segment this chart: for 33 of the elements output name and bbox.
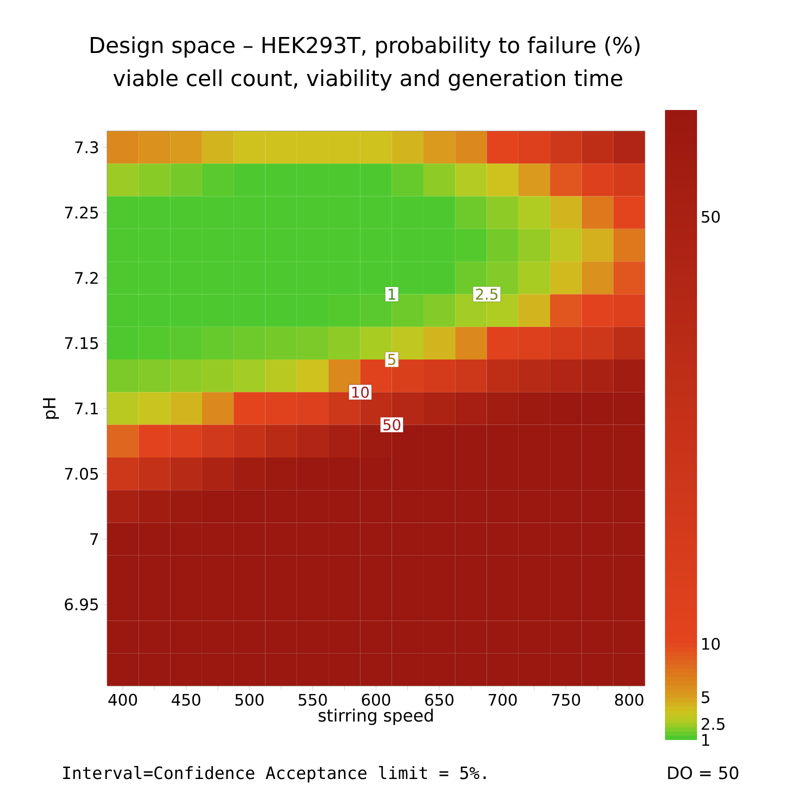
text: Interval=Confidence Acceptance limit = 5%. (63, 766, 486, 783)
y-tick-label: 7.2 (75, 272, 98, 284)
x-tick-label: 700 (488, 694, 517, 706)
x-axis-title: stirring speed (318, 708, 433, 726)
annotation: 10 (352, 386, 369, 398)
y-axis-title: pH (43, 398, 59, 419)
annotation: 1 (388, 288, 396, 300)
chart-title: Design space – HEK293T, probability to failure (%) (90, 36, 640, 58)
color-bar-label: 10 (702, 638, 720, 650)
color-bar-label: 1 (702, 734, 710, 746)
x-tick-label: 750 (552, 694, 580, 706)
y-tick-label: 6.95 (64, 598, 98, 610)
color-bar-label: 50 (702, 210, 720, 223)
chart-subtitle: viable cell count, viability and generation time (113, 69, 622, 91)
y-tick-label: 7.15 (65, 337, 98, 350)
color-bar-label: 5 (702, 691, 710, 704)
x-tick-label: 450 (172, 694, 200, 706)
x-tick-label: 500 (235, 694, 264, 706)
x-tick-label: 550 (298, 694, 327, 706)
y-tick-label: 7.3 (75, 141, 98, 154)
x-tick-label: 800 (615, 694, 644, 706)
annotation: 5 (388, 354, 396, 366)
x-tick-label: 400 (108, 694, 137, 706)
y-tick-label: 7.1 (75, 402, 98, 414)
color-bar-label: 2.5 (702, 718, 724, 730)
annotation: 2.5 (476, 288, 498, 300)
text: DO = 50 (668, 766, 738, 780)
y-tick-label: 7 (90, 533, 98, 545)
x-tick-label: 650 (425, 694, 454, 706)
y-tick-label: 7.25 (65, 206, 98, 219)
y-tick-label: 7.05 (65, 468, 98, 480)
x-tick-label: 600 (362, 694, 390, 706)
annotation: 50 (383, 419, 400, 431)
